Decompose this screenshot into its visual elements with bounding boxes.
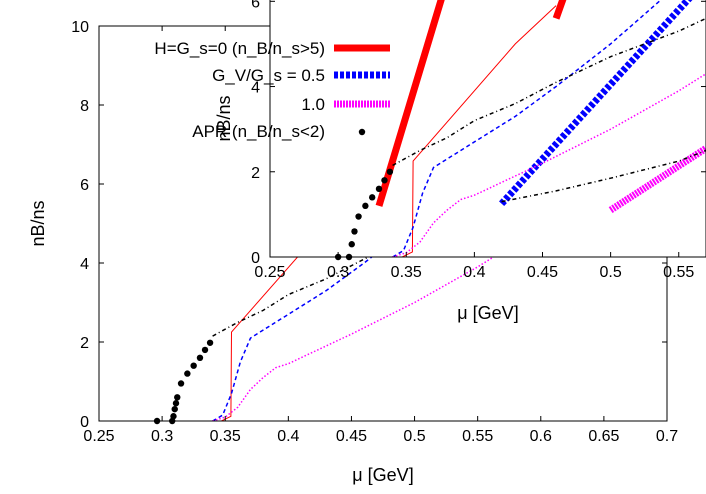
inset-frame — [269, 0, 706, 258]
inset-x-axis-label: μ [GeV] — [457, 303, 518, 323]
series-apr-points-point — [174, 394, 181, 401]
main-x-tick-label: 0.6 — [530, 428, 552, 445]
main-x-tick-label: 0.5 — [403, 428, 425, 445]
series-apr-points-point — [386, 168, 394, 175]
main-y-tick-label: 0 — [80, 414, 89, 431]
series-apr-points-point — [196, 354, 204, 361]
legend: H=G_s=0 (n_B/n_s>5) G_V/G_s = 0.5 1.0 APR (… — [154, 39, 390, 141]
inset-x-tick-label: 0.5 — [600, 264, 622, 281]
inset-y-tick-label: 6 — [251, 0, 260, 11]
series-apr-points-point — [172, 400, 180, 407]
series-gv-gs-0-5-thin — [392, 0, 662, 257]
series-apr-points-point — [206, 339, 214, 346]
series-h-gs-0-thick-2 — [552, 0, 567, 20]
inset-panel: 0.25 0.3 0.35 0.4 0.45 0.5 0.55 0 2 4 6 μ [GeV] nB/n… — [214, 0, 706, 323]
main-x-tick-label: 0.45 — [336, 428, 367, 445]
series-apr-points-point — [171, 405, 178, 413]
inset-y-axis-label: nB/ns — [214, 95, 234, 141]
inset-x-tick-label: 0.45 — [527, 264, 558, 281]
series-gv-gs-1-0-thick — [608, 145, 706, 214]
series-apr-points-point — [351, 228, 358, 235]
legend-entry-label: 1.0 — [301, 95, 325, 114]
inset-y-tick-label: 0 — [251, 250, 260, 267]
main-y-tick-label: 10 — [71, 19, 89, 36]
series-apr-dash-dot-inset-lower — [501, 149, 706, 203]
main-y-tick-label: 8 — [80, 98, 89, 115]
main-x-tick-label: 0.65 — [588, 428, 619, 445]
series-apr-points-point — [170, 413, 177, 420]
inset-background — [270, 0, 706, 257]
series-apr-points-point — [177, 380, 185, 387]
main-x-axis-label: μ [GeV] — [352, 465, 413, 485]
main-y-tick-label: 6 — [80, 177, 89, 194]
series-h-gs-0-thick — [375, 0, 445, 207]
main-x-tick-label: 0.25 — [83, 428, 114, 445]
series-apr-points-point — [375, 185, 383, 193]
main-y-tick-label: 4 — [80, 256, 89, 273]
series-apr-points-point — [355, 213, 362, 220]
inset-x-tick-label: 0.4 — [463, 264, 485, 281]
series-apr-points-point — [184, 370, 191, 377]
series-apr-points-point — [190, 362, 197, 369]
series-apr-points-point — [381, 177, 388, 184]
main-y-tick-label: 2 — [80, 335, 89, 352]
inset-x-tick-label: 0.25 — [254, 264, 285, 281]
inset-x-tick-label: 0.35 — [391, 264, 422, 281]
main-x-tick-label: 0.4 — [277, 428, 299, 445]
inset-y-tick-label: 4 — [251, 80, 260, 97]
main-x-tick-label: 0.3 — [151, 428, 173, 445]
main-x-tick-label: 0.7 — [656, 428, 678, 445]
legend-entry-label: G_V/G_s = 0.5 — [212, 66, 325, 85]
main-x-tick-label: 0.55 — [462, 428, 493, 445]
inset-x-tick-label: 0.55 — [663, 264, 694, 281]
legend-marker — [358, 128, 366, 136]
legend-entry-label: APR (n_B/n_s<2) — [192, 122, 325, 141]
series-apr-points-point — [368, 194, 376, 201]
legend-entry-label: H=G_s=0 (n_B/n_s>5) — [154, 39, 325, 58]
inset-y-tick-label: 2 — [251, 165, 260, 182]
series-gv-gs-1-0-thin — [392, 73, 706, 257]
inset-x-tick-label: 0.3 — [327, 264, 349, 281]
series-gv-gs-1-0-thin — [212, 128, 667, 421]
series-apr-points-point — [348, 241, 355, 248]
main-x-tick-label: 0.35 — [210, 428, 241, 445]
series-apr-points-point — [362, 202, 369, 210]
series-gv-gs-0-5-thick — [499, 0, 693, 207]
main-y-axis-label: nB/ns — [28, 200, 48, 246]
series-apr-points-point — [201, 346, 209, 354]
series-h-gs-0-thin — [401, 5, 557, 257]
